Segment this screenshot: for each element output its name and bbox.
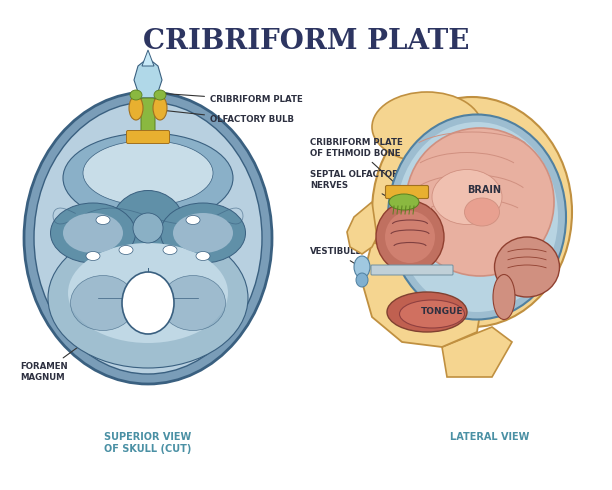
Ellipse shape (387, 292, 467, 332)
Ellipse shape (385, 211, 435, 263)
Ellipse shape (48, 228, 248, 368)
Text: TONGUE: TONGUE (421, 308, 463, 317)
Text: CRIBRIFORM PLATE: CRIBRIFORM PLATE (143, 28, 469, 55)
Ellipse shape (119, 245, 133, 254)
Text: SEPTAL OLFACTORY
NERVES: SEPTAL OLFACTORY NERVES (310, 171, 405, 205)
Ellipse shape (133, 213, 163, 243)
Ellipse shape (96, 216, 110, 224)
Ellipse shape (70, 275, 135, 330)
Text: CRIBRIFORM PLATE: CRIBRIFORM PLATE (159, 93, 303, 104)
Text: FORAMEN
MAGNUM: FORAMEN MAGNUM (20, 297, 146, 382)
FancyBboxPatch shape (371, 265, 453, 275)
Ellipse shape (494, 237, 559, 297)
Text: LATERAL VIEW: LATERAL VIEW (450, 432, 530, 442)
Ellipse shape (372, 92, 482, 162)
Text: BRAIN: BRAIN (467, 185, 501, 195)
Ellipse shape (400, 300, 465, 328)
Polygon shape (142, 50, 154, 66)
FancyBboxPatch shape (386, 186, 428, 198)
Ellipse shape (406, 128, 554, 276)
Ellipse shape (160, 203, 245, 263)
Ellipse shape (122, 272, 174, 334)
Ellipse shape (111, 191, 185, 266)
FancyBboxPatch shape (141, 98, 155, 142)
Ellipse shape (356, 273, 368, 287)
Ellipse shape (186, 216, 200, 224)
Polygon shape (442, 327, 512, 377)
Ellipse shape (86, 251, 100, 261)
Ellipse shape (465, 198, 499, 226)
Ellipse shape (154, 90, 166, 100)
Ellipse shape (51, 203, 135, 263)
Ellipse shape (160, 275, 225, 330)
Text: VESTIBULE: VESTIBULE (310, 247, 362, 267)
Polygon shape (134, 58, 162, 98)
Text: CRIBRIFORM PLATE
OF ETHMOID BONE: CRIBRIFORM PLATE OF ETHMOID BONE (310, 138, 405, 192)
Ellipse shape (372, 97, 572, 327)
Polygon shape (362, 242, 482, 347)
Ellipse shape (63, 213, 123, 253)
Ellipse shape (129, 96, 143, 120)
Ellipse shape (173, 213, 233, 253)
Ellipse shape (83, 141, 213, 205)
Polygon shape (347, 202, 377, 254)
Ellipse shape (354, 256, 370, 278)
Ellipse shape (376, 201, 444, 273)
Ellipse shape (63, 133, 233, 223)
Ellipse shape (493, 274, 515, 319)
Ellipse shape (389, 194, 419, 210)
Ellipse shape (388, 115, 566, 319)
Ellipse shape (163, 245, 177, 254)
Text: SUPERIOR VIEW
OF SKULL (CUT): SUPERIOR VIEW OF SKULL (CUT) (104, 432, 192, 454)
Ellipse shape (24, 92, 272, 384)
Text: OLFACTORY BULB: OLFACTORY BULB (163, 110, 294, 124)
Ellipse shape (196, 251, 210, 261)
Ellipse shape (68, 243, 228, 343)
FancyBboxPatch shape (127, 130, 170, 144)
Ellipse shape (153, 96, 167, 120)
Ellipse shape (432, 170, 502, 224)
Ellipse shape (396, 122, 558, 312)
Ellipse shape (130, 90, 142, 100)
Ellipse shape (34, 102, 262, 374)
